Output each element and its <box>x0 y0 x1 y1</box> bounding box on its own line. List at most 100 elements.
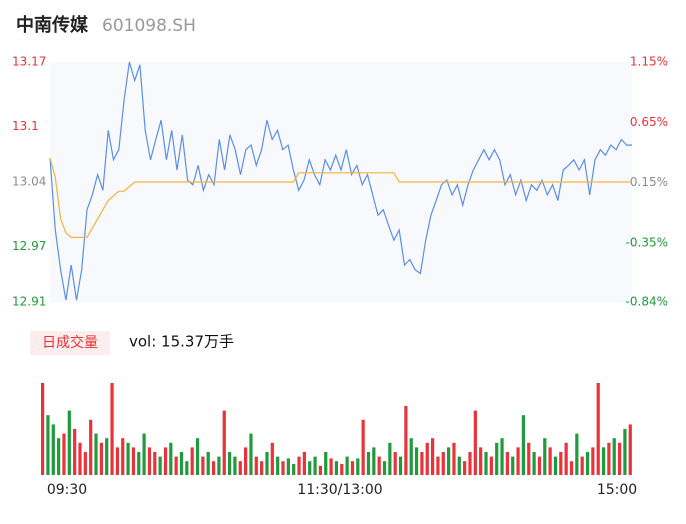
volume-bar <box>329 458 333 475</box>
volume-bar <box>297 456 301 475</box>
volume-bar <box>479 447 483 475</box>
volume-bar <box>126 442 130 475</box>
volume-bar <box>436 456 440 475</box>
volume-bar <box>174 456 178 475</box>
y2-tick-label: -0.35% <box>626 235 668 249</box>
volume-bar <box>110 383 114 475</box>
volume-bar <box>366 452 371 475</box>
volume-bar <box>601 447 606 475</box>
volume-bar <box>254 456 258 475</box>
volume-bar <box>334 461 339 475</box>
volume-bar <box>398 456 403 475</box>
y-tick-label: 13.17 <box>12 55 46 69</box>
volume-bar <box>569 461 574 475</box>
volume-bar <box>612 438 616 475</box>
volume-bar <box>211 461 216 475</box>
volume-bar <box>46 415 50 475</box>
volume-bar <box>57 438 61 475</box>
volume-bar <box>425 442 429 475</box>
x-tick-label: 09:30 <box>47 482 87 498</box>
volume-bar <box>527 442 531 475</box>
volume-bar <box>345 456 349 475</box>
legend-box <box>30 331 110 355</box>
volume-bar <box>580 456 584 475</box>
volume-bar <box>276 456 280 475</box>
volume-bar <box>158 456 162 475</box>
average-line <box>49 157 632 238</box>
volume-bar <box>591 447 595 475</box>
volume-bar <box>468 452 472 475</box>
y2-tick-label: 1.15% <box>630 55 668 69</box>
volume-bar <box>463 461 467 475</box>
volume-bar <box>137 452 141 475</box>
volume-bar <box>447 447 451 475</box>
volume-bar <box>404 406 408 475</box>
volume-bar <box>41 383 45 475</box>
volume-bar <box>238 461 242 475</box>
volume-bar <box>249 433 253 475</box>
volume-bar <box>222 410 226 475</box>
volume-bar <box>548 447 552 475</box>
volume-annotation: vol: 15.37万手 <box>129 333 234 351</box>
volume-bar <box>244 447 248 475</box>
volume-bar <box>169 442 173 475</box>
volume-bar <box>420 452 424 475</box>
volume-bar <box>430 438 435 475</box>
volume-bar <box>537 456 542 475</box>
volume-bar <box>308 461 312 475</box>
volume-bar <box>163 447 168 475</box>
volume-bar <box>489 456 493 475</box>
volume-bar <box>511 456 515 475</box>
volume-bar <box>414 447 419 475</box>
volume-bar <box>78 442 82 475</box>
y-tick-label: 13.04 <box>12 175 46 189</box>
volume-bar <box>607 442 611 475</box>
volume-bar <box>441 452 445 475</box>
volume-bar <box>121 438 125 475</box>
volume-bar <box>270 442 274 475</box>
volume-bar <box>553 456 558 475</box>
volume-bar <box>521 415 526 475</box>
volume-bar <box>206 452 210 475</box>
volume-bar <box>324 452 328 475</box>
y-tick-label: 12.97 <box>12 239 46 253</box>
volume-bar <box>505 452 509 475</box>
volume-bar <box>51 424 55 475</box>
volume-bar <box>302 452 306 475</box>
y-tick-label: 12.91 <box>12 295 46 309</box>
volume-bar <box>585 452 590 475</box>
volume-bar <box>217 456 221 475</box>
volume-bar <box>99 442 103 475</box>
volume-bar <box>350 461 355 475</box>
volume-bar <box>83 452 87 475</box>
volume-bar <box>260 461 264 475</box>
volume-bar <box>484 452 488 475</box>
stock-name: 中南传媒 <box>16 14 89 36</box>
volume-bar <box>227 452 232 475</box>
volume-bar <box>361 419 365 475</box>
volume-bar <box>265 452 269 475</box>
volume-bar <box>628 424 632 475</box>
volume-legend: 日成交量 <box>42 334 98 351</box>
volume-bar <box>382 461 387 475</box>
price-line <box>49 61 632 301</box>
volume-bar <box>377 456 381 475</box>
volume-bar <box>532 452 536 475</box>
volume-bar <box>105 438 109 475</box>
volume-bar <box>62 433 66 475</box>
y-tick-label: 13.1 <box>12 119 39 133</box>
volume-bar <box>94 433 98 475</box>
volume-bar <box>543 438 547 475</box>
y2-tick-label: 0.65% <box>630 115 668 129</box>
volume-bar <box>233 456 237 475</box>
volume-bar <box>388 442 392 475</box>
volume-bar <box>73 429 77 475</box>
volume-bar <box>195 438 200 475</box>
x-tick-label: 11:30/13:00 <box>297 482 382 498</box>
volume-bar <box>67 410 71 475</box>
volume-bar <box>153 452 157 475</box>
volume-bar <box>179 452 184 475</box>
volume-bar <box>313 456 317 475</box>
